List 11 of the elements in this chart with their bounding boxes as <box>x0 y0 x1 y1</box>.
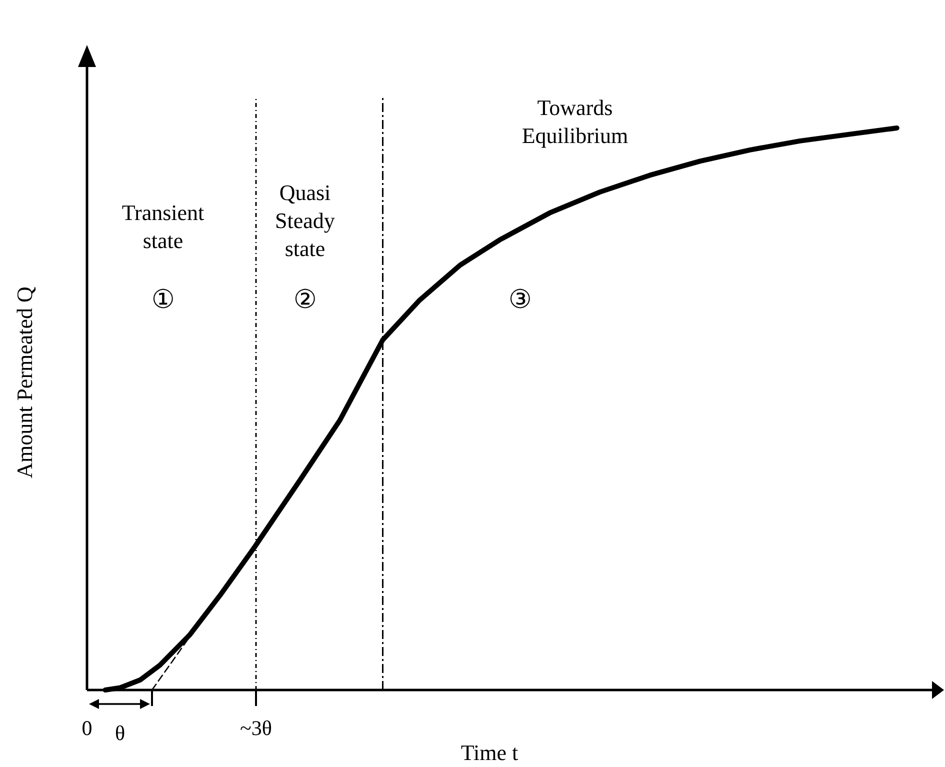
y-axis-title: Amount Permeated Q <box>12 286 37 478</box>
annotation: ① <box>152 285 174 314</box>
text: θ <box>114 721 126 745</box>
annotation: ② <box>294 285 316 314</box>
annotation: Towards Equilibrium <box>522 95 628 148</box>
annotation: ③ <box>508 285 532 314</box>
x-tick-label: ~3θ <box>240 716 272 740</box>
annotation: Quasi Steady state <box>275 180 335 261</box>
x-tick-label: 0 <box>82 716 92 740</box>
x-axis-title: Time t <box>460 740 518 765</box>
annotation: Transient state <box>122 200 204 253</box>
